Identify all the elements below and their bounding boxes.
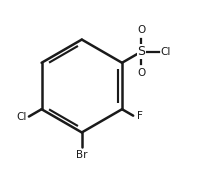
Text: F: F	[137, 111, 143, 121]
Text: O: O	[137, 68, 146, 78]
Text: Br: Br	[76, 150, 88, 160]
Text: O: O	[137, 25, 146, 35]
Text: S: S	[137, 45, 145, 58]
Text: Cl: Cl	[161, 47, 171, 57]
Text: Cl: Cl	[16, 111, 26, 122]
